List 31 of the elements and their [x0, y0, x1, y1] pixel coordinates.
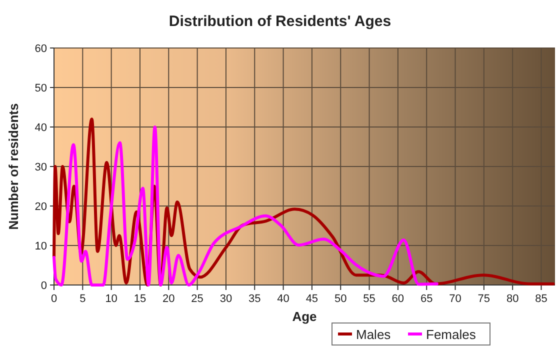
x-tick-label: 60 — [392, 293, 404, 305]
x-tick-label: 65 — [420, 293, 433, 305]
y-tick-label: 10 — [34, 240, 47, 252]
x-tick-label: 0 — [50, 293, 58, 305]
x-tick-label: 20 — [162, 293, 175, 305]
y-tick-label: 50 — [34, 82, 47, 94]
x-tick-label: 80 — [506, 293, 519, 305]
legend-label: Males — [356, 327, 392, 342]
line-series — [52, 126, 438, 286]
y-axis-title: Number of residents — [6, 103, 21, 230]
x-tick-label: 85 — [535, 293, 548, 305]
x-tick-label: 70 — [449, 293, 462, 305]
x-tick-label: 40 — [277, 293, 290, 305]
x-tick-label: 35 — [248, 293, 261, 305]
x-tick-label: 5 — [80, 293, 86, 305]
x-axis-title: Age — [292, 309, 317, 324]
x-tick-label: 30 — [220, 293, 232, 305]
y-tick-label: 0 — [40, 280, 47, 292]
y-tick-label: 40 — [34, 122, 47, 134]
x-tick-label: 25 — [191, 293, 204, 305]
x-tick-label: 50 — [334, 293, 347, 305]
y-tick-label: 20 — [34, 201, 47, 213]
x-tick-label: 45 — [306, 293, 318, 305]
legend-label: Females — [426, 327, 476, 342]
y-tick-label: 30 — [34, 162, 47, 174]
x-tick-label: 75 — [478, 293, 490, 305]
x-tick-label: 15 — [134, 293, 146, 305]
x-tick-label: 55 — [363, 293, 376, 305]
chart-title: Distribution of Residents' Ages — [168, 13, 392, 30]
x-tick-label: 10 — [105, 293, 118, 305]
y-tick-label: 60 — [34, 43, 47, 55]
